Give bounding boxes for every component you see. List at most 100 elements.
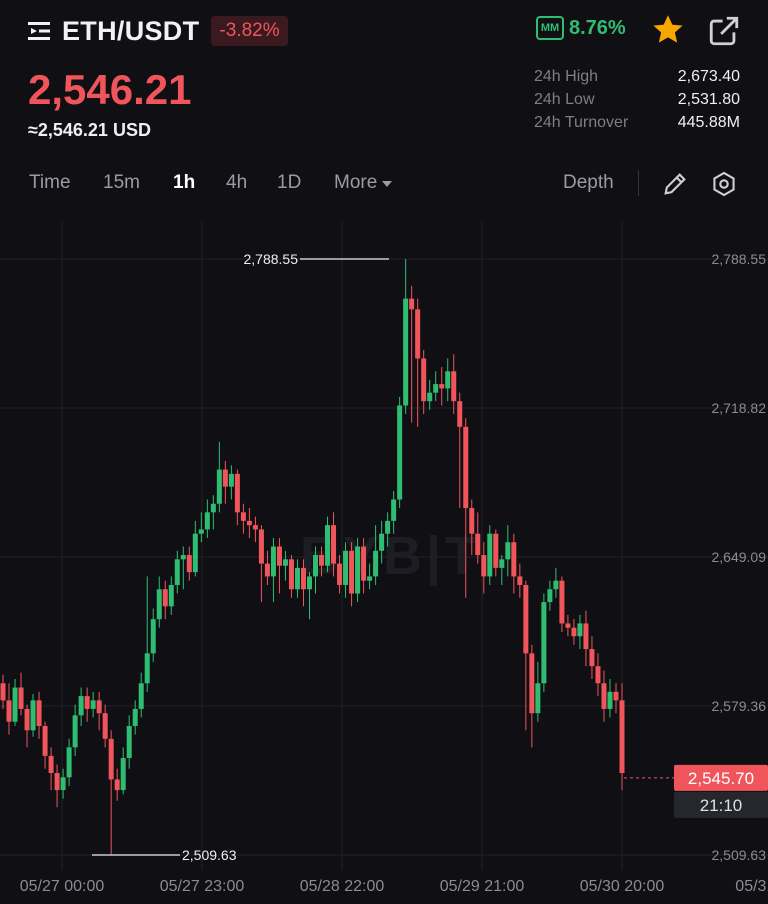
candle-body [258,529,264,564]
candle-body [216,469,222,504]
candle-body [126,726,132,759]
candle-body [54,773,60,791]
candle-body [156,589,162,620]
pencil-icon[interactable] [661,170,689,198]
candlestick-chart[interactable]: 2,788.55 2,509.63 2,788.55 2,718.82 2,649.09… [0,222,768,904]
x-tick-label: 05/27 00:00 [20,878,105,895]
stat-label-turnover: 24h Turnover [534,114,629,131]
candle-body [439,384,445,389]
y-tick-label: 2,649.09 [712,549,767,565]
x-tick-label: 05/29 21:00 [440,878,525,895]
interval-1d[interactable]: 1D [277,172,302,193]
stat-value-low: 2,531.80 [677,91,740,108]
candle-body [415,309,421,359]
candle-body [409,298,415,310]
interval-4h[interactable]: 4h [226,172,248,193]
candle-body [541,602,547,684]
toolbar-divider [638,170,639,196]
candle-body [276,546,282,566]
candle-body [144,653,150,684]
last-price-tag-label: 2,545.70 [688,769,754,788]
candle-body [337,563,343,585]
last-price: 2,546.21 [28,66,192,113]
candle-body [60,777,66,791]
candle-body [264,563,270,577]
candle-body [481,555,487,577]
usd-price: ≈2,546.21 USD [28,120,151,140]
candle-body [120,758,126,791]
candle-body [234,473,240,513]
candle-body [288,559,294,590]
mm-value: 8.76% [569,16,626,39]
candle-body [294,567,300,590]
mm-icon: MM [536,16,564,40]
candle-body [469,508,475,534]
candle-body [84,696,90,709]
settings-icon[interactable] [710,170,738,198]
candle-body [571,627,577,637]
change-badge: -3.82% [211,16,288,46]
candle-body [18,687,24,709]
candle-body [493,533,499,568]
candle-body [421,358,427,402]
candle-body [367,576,373,581]
candle-body [270,546,276,577]
candle-body [204,512,210,530]
candle-body [252,525,258,530]
candle-body [78,696,84,716]
candle-body [343,550,349,585]
candle-body [457,401,463,427]
candle-body [240,512,246,521]
interval-1h[interactable]: 1h [173,172,196,193]
candle-body [42,726,48,756]
candle-body [613,691,619,701]
countdown-label: 21:10 [700,796,743,815]
depth-tab[interactable]: Depth [563,172,614,193]
candle-body [385,520,391,534]
x-tick-label: 05/31 1 [735,878,768,895]
countdown-tag [674,791,768,818]
share-external-icon[interactable] [707,14,741,48]
interval-time[interactable]: Time [29,172,71,193]
candle-body [96,700,102,714]
candle-body [391,499,397,521]
candle-body [108,738,114,780]
candle-body [523,584,529,654]
interval-15m[interactable]: 15m [103,172,140,193]
stat-value-high: 2,673.40 [677,68,740,85]
interval-more-label: More [334,172,378,193]
caret-down-icon [382,172,393,194]
candle-body [559,580,565,624]
stat-value-turnover: 445.88M [677,114,740,131]
interval-more[interactable]: More [334,172,393,194]
pair-selector[interactable]: ETH/USDT -3.82% [28,14,288,48]
candle-body [24,708,30,731]
candle-body [102,713,108,739]
candle-body [397,405,403,500]
x-tick-label: 05/27 23:00 [160,878,245,895]
candle-body [313,555,319,577]
candle-body [547,589,553,603]
candle-body [282,559,288,566]
candle-body [349,550,355,594]
candle-body [319,555,325,566]
candle-body [379,533,385,551]
candle-body [150,619,156,654]
favorite-star-icon[interactable] [650,12,686,48]
candle-body [174,559,180,585]
y-tick-label: 2,718.82 [712,400,767,416]
candle-body [198,529,204,534]
candle-body [48,755,54,774]
candle-body [565,623,571,628]
candle-body [306,576,312,590]
x-tick-label: 05/28 22:00 [300,878,385,895]
candle-body [433,384,439,393]
candle-body [6,700,12,722]
candle-body [222,469,228,487]
candle-body [451,371,457,402]
margin-indicator[interactable]: MM 8.76% [536,16,626,40]
pair-name: ETH/USDT [62,15,200,46]
candle-body [186,555,192,573]
y-tick-label: 2,509.63 [712,847,767,863]
menu-icon [28,20,54,42]
